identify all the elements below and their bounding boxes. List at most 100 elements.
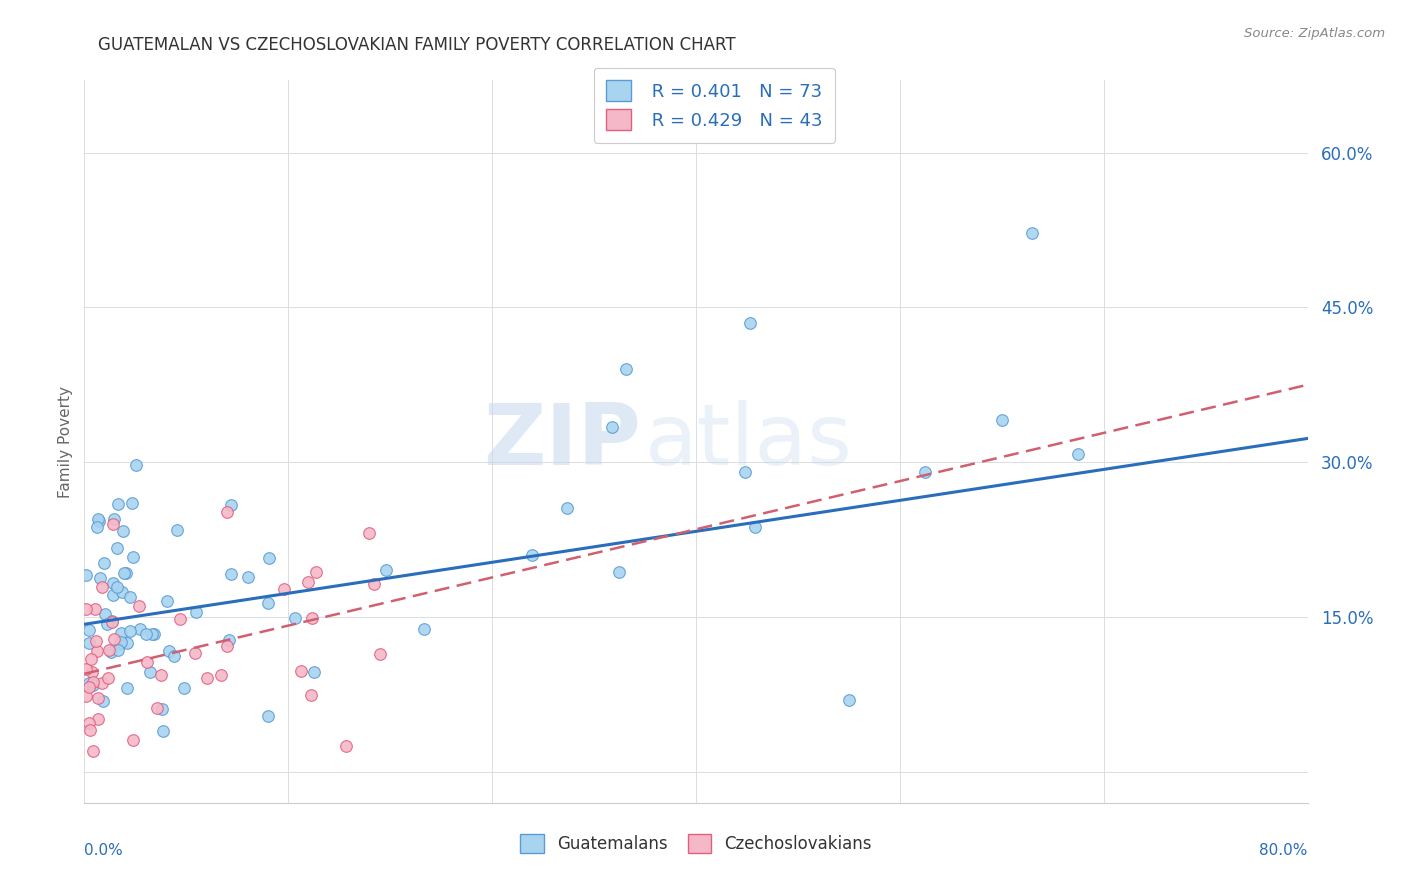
Point [914, 465, 936, 479]
Point [152, 723, 174, 738]
Point [121, 733, 143, 747]
Point [111, 524, 134, 539]
Point [82, 678, 104, 692]
Point [156, 594, 179, 608]
Point [100, 645, 122, 659]
Point [195, 671, 218, 685]
Point [173, 681, 195, 696]
Point [103, 632, 125, 646]
Point [90, 675, 112, 690]
Point [77, 716, 100, 731]
Point [145, 701, 167, 715]
Point [86, 519, 108, 533]
Point [86, 644, 108, 658]
Point [97, 643, 120, 657]
Point [368, 648, 391, 662]
Text: 80.0%: 80.0% [1260, 843, 1308, 857]
Point [141, 627, 163, 641]
Text: Source: ZipAtlas.com: Source: ZipAtlas.com [1244, 27, 1385, 40]
Point [121, 496, 143, 510]
Point [77, 635, 100, 649]
Point [101, 588, 124, 602]
Point [75, 689, 97, 703]
Point [150, 667, 173, 681]
Text: 0.0%: 0.0% [84, 843, 124, 857]
Point [297, 575, 319, 590]
Point [257, 551, 280, 566]
Point [236, 570, 259, 584]
Point [169, 612, 191, 626]
Point [122, 549, 145, 564]
Point [284, 611, 307, 625]
Point [838, 692, 860, 706]
Point [211, 668, 233, 682]
Point [184, 606, 207, 620]
Point [112, 566, 135, 580]
Point [215, 505, 238, 519]
Point [96, 617, 118, 632]
Point [114, 566, 136, 580]
Point [305, 565, 328, 579]
Point [94, 607, 117, 621]
Point [218, 633, 240, 648]
Point [115, 636, 138, 650]
Point [257, 596, 280, 610]
Point [82, 675, 104, 690]
Text: ZIP: ZIP [484, 400, 641, 483]
Text: GUATEMALAN VS CZECHOSLOVAKIAN FAMILY POVERTY CORRELATION CHART: GUATEMALAN VS CZECHOSLOVAKIAN FAMILY POV… [98, 36, 737, 54]
Point [125, 458, 148, 472]
Point [1021, 226, 1043, 240]
Point [77, 623, 100, 637]
Point [75, 567, 97, 582]
Point [166, 523, 188, 537]
Point [118, 624, 141, 638]
Point [135, 627, 157, 641]
Point [103, 517, 125, 532]
Point [100, 615, 122, 629]
Point [91, 580, 114, 594]
Point [602, 419, 624, 434]
Point [75, 601, 97, 615]
Point [150, 702, 173, 716]
Point [87, 690, 110, 705]
Point [97, 671, 120, 685]
Point [87, 514, 110, 528]
Point [375, 563, 398, 577]
Point [101, 576, 124, 591]
Point [80, 652, 103, 666]
Point [115, 681, 138, 696]
Point [87, 512, 110, 526]
Point [93, 556, 115, 570]
Point [107, 642, 129, 657]
Point [129, 622, 152, 636]
Point [136, 655, 159, 669]
Point [80, 665, 103, 679]
Point [335, 739, 357, 753]
Point [221, 499, 243, 513]
Y-axis label: Family Poverty: Family Poverty [58, 385, 73, 498]
Point [77, 680, 100, 694]
Point [111, 585, 134, 599]
Point [101, 614, 124, 628]
Point [607, 565, 630, 579]
Point [219, 567, 242, 582]
Point [217, 640, 239, 654]
Point [522, 548, 544, 562]
Point [555, 501, 578, 516]
Point [93, 694, 115, 708]
Point [118, 591, 141, 605]
Point [412, 623, 434, 637]
Point [1067, 447, 1090, 461]
Legend: Guatemalans, Czechoslovakians: Guatemalans, Czechoslovakians [513, 827, 879, 860]
Point [108, 637, 131, 651]
Point [273, 582, 295, 596]
Point [107, 497, 129, 511]
Point [614, 362, 637, 376]
Point [105, 541, 128, 556]
Point [142, 627, 165, 641]
Point [357, 525, 380, 540]
Point [363, 577, 385, 591]
Point [184, 646, 207, 660]
Point [290, 664, 312, 678]
Point [89, 571, 111, 585]
